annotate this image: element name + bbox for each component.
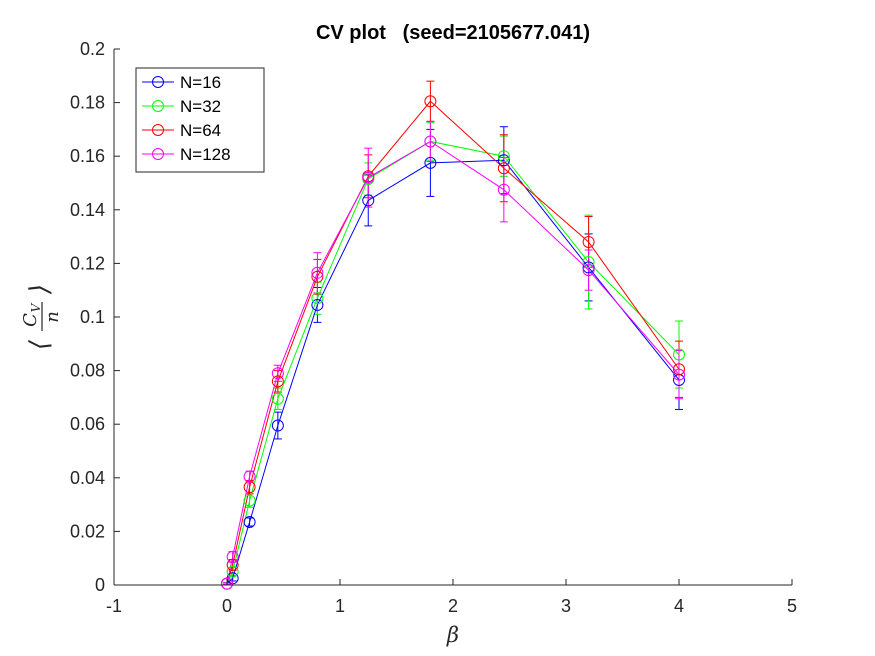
data-point (226, 550, 239, 563)
y-tick-label: 0.12 (70, 253, 105, 273)
y-tick-label: 0.02 (70, 521, 105, 541)
data-point (311, 298, 324, 311)
legend: N=16 N=32 N=64 N=128 (135, 67, 265, 173)
data-point (226, 565, 239, 578)
data-point (497, 150, 510, 163)
data-point (497, 154, 510, 167)
legend-box (135, 67, 265, 173)
x-tick-label: 5 (787, 596, 797, 616)
y-tick-label: 0.06 (70, 414, 105, 434)
legend-swatch-marker (152, 148, 164, 160)
x-axis-label: β (446, 623, 459, 647)
y-tick-label: 0.16 (70, 146, 105, 166)
y-label-denominator: n (42, 311, 63, 323)
data-point (271, 367, 284, 380)
series-line-N=64 (226, 100, 680, 584)
y-tick-label: 0.18 (70, 93, 105, 113)
data-point (424, 156, 437, 169)
legend-label: N=128 (180, 145, 231, 164)
series-markers (221, 95, 685, 590)
x-tick-label: 4 (674, 596, 684, 616)
data-point (311, 266, 324, 279)
y-tick-label: 0.14 (70, 200, 105, 220)
data-point (243, 494, 256, 507)
data-point (243, 516, 256, 529)
series-line-N=32 (226, 140, 680, 584)
data-point (226, 558, 239, 571)
y-label-right-bracket: ⟩ (25, 284, 55, 295)
x-tick-label: 1 (335, 596, 345, 616)
data-point (311, 270, 324, 283)
data-point (271, 392, 284, 405)
legend-swatch-marker (152, 76, 164, 88)
y-tick-label: 0 (95, 575, 105, 595)
legend-swatch-marker (152, 100, 164, 112)
data-point (673, 348, 685, 361)
data-point (582, 264, 595, 277)
x-tick-label: -1 (106, 596, 122, 616)
data-point (221, 577, 233, 590)
y-label-numerator: C (20, 313, 41, 327)
y-label-subscript: V (29, 302, 43, 312)
y-axis-label: ⟨ C V n ⟩ (20, 284, 63, 350)
data-point (582, 256, 595, 269)
legend-label: N=16 (180, 73, 221, 92)
y-tick-label: 0.1 (80, 307, 105, 327)
x-tick-label: 2 (448, 596, 458, 616)
data-point (673, 363, 685, 376)
data-point (271, 419, 284, 432)
data-point (582, 235, 595, 248)
data-point (582, 261, 595, 274)
data-point (673, 368, 685, 381)
x-tick-label: 0 (222, 596, 232, 616)
y-label-left-bracket: ⟨ (25, 339, 55, 350)
legend-label: N=32 (180, 97, 221, 116)
legend-swatch-marker (152, 124, 164, 136)
data-point (497, 162, 510, 175)
data-point (497, 183, 510, 196)
x-tick-label: 3 (561, 596, 571, 616)
data-point (362, 171, 375, 184)
data-point (243, 470, 256, 483)
series-lines (226, 100, 680, 585)
series-line-N=128 (226, 140, 680, 584)
y-ticks: 0 0.02 0.04 0.06 0.08 0.1 0.12 0.14 0.16 0.18 0.2 (70, 39, 120, 595)
data-point (271, 375, 284, 388)
chart-title: CV plot (seed=2105677.041) (316, 22, 590, 44)
data-point (311, 292, 324, 305)
data-point (424, 95, 437, 108)
y-tick-label: 0.04 (70, 468, 105, 488)
legend-label: N=64 (180, 121, 221, 140)
x-ticks: -1 0 1 2 3 4 5 (106, 579, 797, 616)
data-point (362, 194, 375, 207)
y-tick-label: 0.08 (70, 361, 105, 381)
data-point (424, 135, 437, 148)
y-tick-label: 0.2 (80, 39, 105, 59)
series-line-N=16 (226, 159, 680, 585)
